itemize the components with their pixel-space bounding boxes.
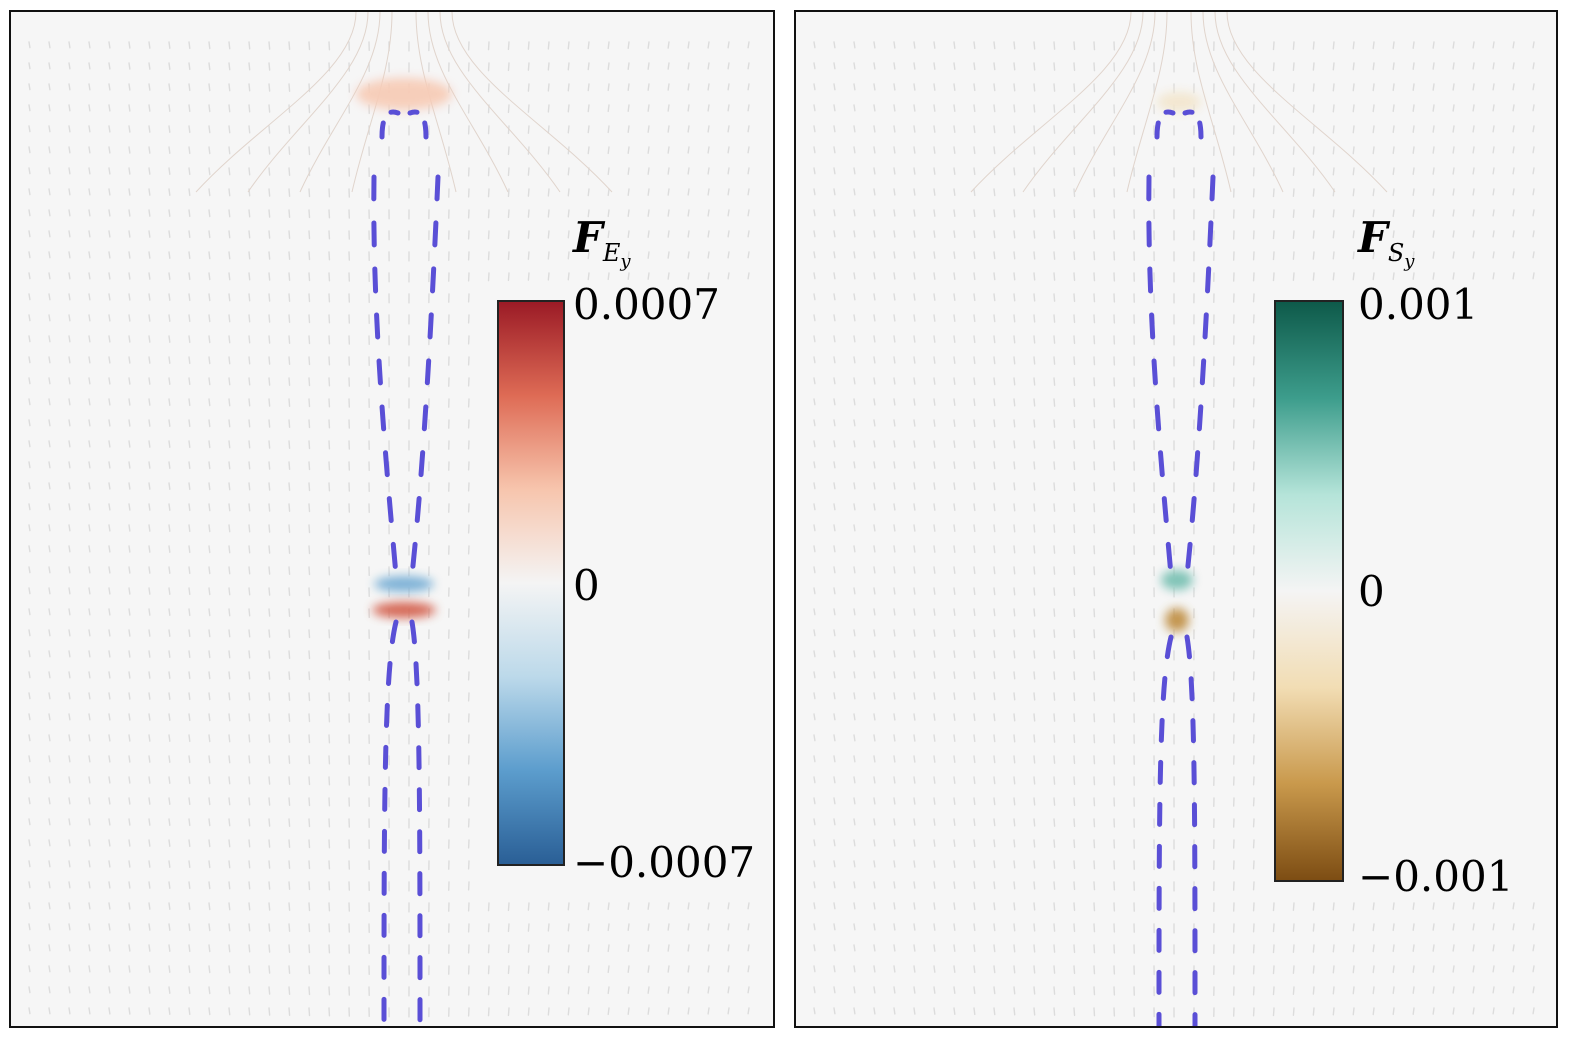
right-colorbar-gradient (1276, 302, 1342, 880)
right-vector-field (813, 12, 1535, 1026)
defect-loop-vectors (1146, 109, 1216, 1026)
hotspot-top (356, 78, 452, 110)
right-colorbar-tick-max: 0.001 (1358, 280, 1479, 329)
hotspot-lower-tip (1165, 608, 1189, 632)
right-colorbar (1274, 300, 1344, 882)
hotspots (1157, 92, 1201, 632)
streamlines (970, 12, 1388, 193)
hotspot-top (1157, 92, 1201, 112)
hotspots (356, 78, 452, 618)
background-vector-grid (813, 41, 1535, 1018)
left-panel: FEy 0.0007 0 −0.0007 (9, 10, 775, 1028)
left-colorbar-tick-zero: 0 (573, 561, 600, 610)
left-colorbar-tick-max: 0.0007 (573, 280, 720, 329)
background-vector-grid (28, 41, 750, 1018)
defect-loop-vectors (371, 109, 441, 1026)
right-colorbar-tick-min: −0.001 (1358, 852, 1514, 901)
left-colorbar-title: FEy (573, 213, 631, 273)
right-panel: FSy 0.001 0 −0.001 (794, 10, 1558, 1028)
left-vector-field (28, 12, 750, 1026)
left-colorbar (497, 300, 565, 866)
right-colorbar-title: FSy (1358, 213, 1415, 273)
hotspot-upper-tip (374, 576, 434, 592)
left-colorbar-gradient (499, 302, 563, 864)
hotspot-upper-tip (1161, 570, 1193, 590)
right-colorbar-tick-zero: 0 (1358, 567, 1385, 616)
streamlines (195, 12, 613, 193)
left-colorbar-tick-min: −0.0007 (573, 838, 756, 887)
hotspot-lower-tip (372, 602, 436, 618)
